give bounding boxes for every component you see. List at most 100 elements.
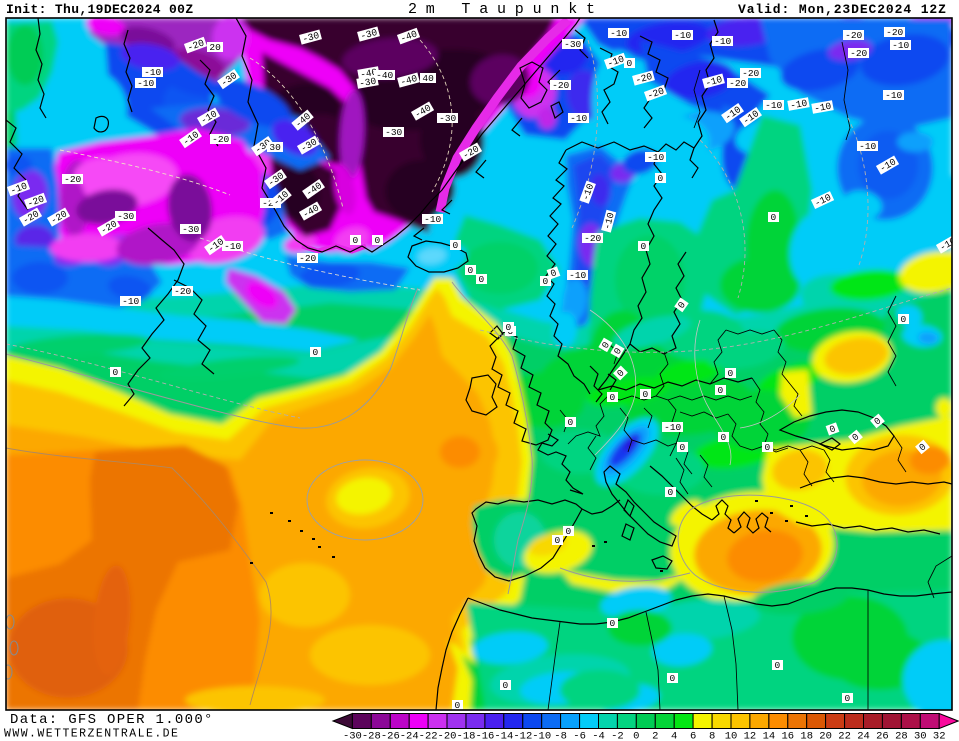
svg-text:-26: -26 bbox=[381, 731, 400, 741]
svg-text:-30: -30 bbox=[359, 27, 379, 42]
svg-text:-10: -10 bbox=[647, 152, 664, 163]
svg-text:0: 0 bbox=[670, 673, 676, 684]
svg-text:-10: -10 bbox=[602, 211, 617, 231]
svg-text:-10: -10 bbox=[144, 67, 161, 78]
svg-text:-14: -14 bbox=[494, 731, 513, 741]
svg-text:-30: -30 bbox=[117, 211, 134, 222]
svg-text:0: 0 bbox=[313, 347, 319, 358]
svg-text:20: 20 bbox=[819, 731, 832, 741]
svg-text:0: 0 bbox=[555, 535, 561, 546]
svg-text:-4: -4 bbox=[592, 731, 605, 741]
svg-text:-16: -16 bbox=[475, 731, 494, 741]
svg-text:6: 6 bbox=[690, 731, 696, 741]
svg-text:-30: -30 bbox=[439, 113, 456, 124]
svg-text:0: 0 bbox=[455, 700, 461, 711]
svg-text:-10: -10 bbox=[532, 731, 551, 741]
svg-text:0: 0 bbox=[872, 415, 884, 427]
svg-text:-10: -10 bbox=[714, 36, 731, 47]
svg-text:-10: -10 bbox=[610, 28, 627, 39]
svg-text:0: 0 bbox=[113, 367, 119, 378]
svg-text:20: 20 bbox=[209, 42, 221, 53]
svg-text:0: 0 bbox=[468, 265, 474, 276]
svg-text:0: 0 bbox=[610, 618, 616, 629]
svg-text:-20: -20 bbox=[886, 27, 903, 38]
svg-text:-20: -20 bbox=[584, 233, 601, 244]
svg-text:-30: -30 bbox=[358, 76, 377, 90]
svg-text:-10: -10 bbox=[424, 214, 441, 225]
svg-text:0: 0 bbox=[765, 442, 771, 453]
svg-text:-10: -10 bbox=[789, 98, 808, 112]
svg-text:16: 16 bbox=[781, 731, 794, 741]
svg-text:0: 0 bbox=[771, 212, 777, 223]
svg-text:0: 0 bbox=[676, 300, 688, 311]
svg-text:4: 4 bbox=[671, 731, 677, 741]
svg-text:32: 32 bbox=[933, 731, 946, 741]
svg-text:14: 14 bbox=[763, 731, 776, 741]
svg-text:-30: -30 bbox=[564, 39, 581, 50]
svg-text:0: 0 bbox=[721, 432, 727, 443]
svg-text:0: 0 bbox=[610, 392, 616, 403]
svg-text:0: 0 bbox=[901, 314, 907, 325]
svg-text:0: 0 bbox=[353, 235, 359, 246]
svg-text:24: 24 bbox=[857, 731, 870, 741]
svg-text:8: 8 bbox=[709, 731, 715, 741]
svg-text:-6: -6 bbox=[573, 731, 586, 741]
svg-text:0: 0 bbox=[600, 340, 613, 351]
svg-text:-20: -20 bbox=[299, 253, 316, 264]
svg-text:-10: -10 bbox=[765, 100, 782, 111]
svg-text:-10: -10 bbox=[859, 141, 876, 152]
svg-text:0: 0 bbox=[718, 385, 724, 396]
svg-text:-20: -20 bbox=[262, 198, 279, 209]
svg-text:-30: -30 bbox=[182, 224, 199, 235]
svg-text:0: 0 bbox=[643, 389, 649, 400]
svg-text:0: 0 bbox=[568, 417, 574, 428]
svg-text:-40: -40 bbox=[376, 70, 393, 81]
svg-text:-20: -20 bbox=[845, 30, 862, 41]
svg-text:26: 26 bbox=[876, 731, 889, 741]
svg-text:-10: -10 bbox=[704, 74, 724, 89]
svg-text:0: 0 bbox=[845, 693, 851, 704]
svg-text:30: 30 bbox=[269, 142, 281, 153]
svg-text:0: 0 bbox=[503, 680, 509, 691]
svg-text:-10: -10 bbox=[885, 90, 902, 101]
svg-text:-20: -20 bbox=[64, 174, 81, 185]
svg-text:-10: -10 bbox=[122, 296, 139, 307]
svg-text:0: 0 bbox=[680, 442, 686, 453]
svg-text:-22: -22 bbox=[419, 731, 438, 741]
svg-text:0: 0 bbox=[612, 346, 625, 357]
svg-text:0: 0 bbox=[668, 487, 674, 498]
svg-text:-10: -10 bbox=[224, 241, 241, 252]
svg-text:-10: -10 bbox=[570, 113, 587, 124]
svg-text:2: 2 bbox=[652, 731, 658, 741]
svg-text:-20: -20 bbox=[850, 48, 867, 59]
svg-text:-10: -10 bbox=[664, 422, 681, 433]
svg-text:WWW.WETTERZENTRALE.DE: WWW.WETTERZENTRALE.DE bbox=[4, 728, 179, 741]
svg-text:-20: -20 bbox=[174, 286, 191, 297]
svg-text:Data: GFS OPER 1.000°: Data: GFS OPER 1.000° bbox=[10, 712, 214, 728]
svg-text:0: 0 bbox=[633, 731, 639, 741]
svg-text:-8: -8 bbox=[554, 731, 567, 741]
svg-text:-30: -30 bbox=[385, 127, 402, 138]
svg-text:-24: -24 bbox=[400, 731, 419, 741]
svg-text:0: 0 bbox=[728, 368, 734, 379]
svg-text:-40: -40 bbox=[399, 73, 419, 88]
svg-text:0: 0 bbox=[375, 235, 381, 246]
svg-text:0: 0 bbox=[775, 660, 781, 671]
svg-text:-30: -30 bbox=[301, 30, 321, 45]
svg-text:0: 0 bbox=[506, 322, 512, 333]
svg-text:12: 12 bbox=[744, 731, 757, 741]
svg-text:0: 0 bbox=[566, 526, 572, 537]
svg-text:0: 0 bbox=[479, 274, 485, 285]
svg-text:0: 0 bbox=[453, 240, 459, 251]
svg-text:-10: -10 bbox=[674, 30, 691, 41]
svg-text:0: 0 bbox=[543, 276, 549, 287]
svg-text:0: 0 bbox=[627, 58, 633, 69]
svg-text:-20: -20 bbox=[729, 78, 746, 89]
svg-text:0: 0 bbox=[917, 441, 929, 453]
svg-text:-18: -18 bbox=[457, 731, 476, 741]
svg-text:-20: -20 bbox=[742, 68, 759, 79]
svg-text:-10: -10 bbox=[569, 270, 586, 281]
svg-text:0: 0 bbox=[850, 431, 862, 443]
svg-text:28: 28 bbox=[895, 731, 908, 741]
svg-text:-20: -20 bbox=[438, 731, 457, 741]
